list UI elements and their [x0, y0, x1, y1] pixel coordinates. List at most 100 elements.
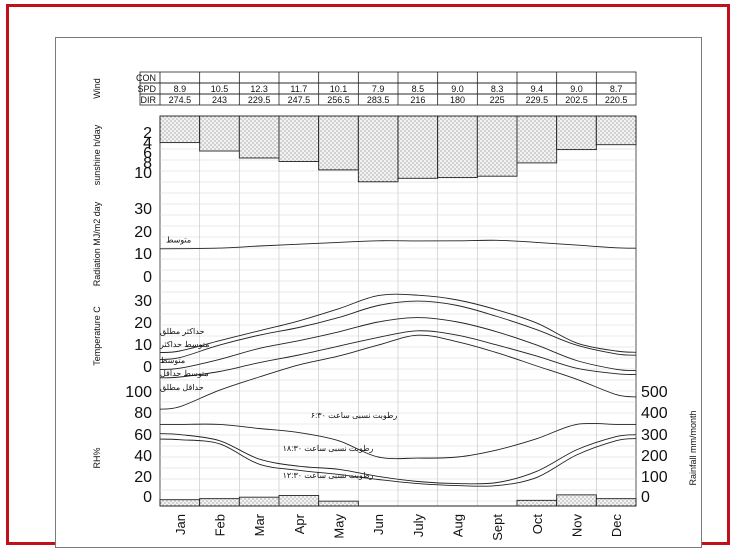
- sunshine-tick-label: 4: [143, 135, 152, 152]
- wind-cell-value: 8.3: [491, 84, 504, 94]
- month-tick-label: July: [411, 514, 426, 538]
- wind-row-label: DIR: [141, 95, 157, 105]
- wind-cell-value: 180: [450, 95, 465, 105]
- rh-axis-label: RH%: [92, 447, 102, 468]
- wind-cell-value: 12.3: [250, 84, 268, 94]
- wind-cell-value: 220.5: [605, 95, 628, 105]
- temperature-series-label: متوسط حداكثر: [159, 340, 209, 349]
- temperature-tick-label: 30: [134, 293, 152, 310]
- rainfall-tick-label: 500: [641, 384, 668, 401]
- sunshine-bar: [238, 115, 280, 159]
- rainfall-bar: [159, 499, 201, 507]
- month-tick-label: Dec: [609, 514, 624, 538]
- sunshine-tick-label: 8: [143, 155, 152, 172]
- rh-tick-label: 80: [134, 405, 152, 422]
- sunshine-bar: [476, 115, 518, 177]
- rh-tick-label: 20: [134, 469, 152, 486]
- wind-cell-value: 8.7: [610, 84, 623, 94]
- wind-cell-value: 8.5: [412, 84, 425, 94]
- temperature-series-line: [159, 330, 637, 379]
- temperature-axis-label: Temperature C: [92, 306, 102, 366]
- temperature-series-label: حداكثر مطلق: [160, 327, 204, 336]
- month-tick-label: Jun: [371, 514, 386, 535]
- rainfall-bar: [516, 499, 558, 507]
- temperature-series-line: [159, 293, 637, 354]
- sunshine-bar: [318, 115, 359, 171]
- temperature-series-line: [159, 334, 637, 410]
- month-tick-label: May: [332, 514, 347, 539]
- radiation-axis-label: Radiation MJ/m2 day: [92, 201, 102, 286]
- radiation-series-label: متوسط: [166, 236, 191, 245]
- rh-tick-label: 100: [125, 384, 152, 401]
- wind-cell-value: 243: [212, 95, 227, 105]
- rh-series-label: رطوبت نسبى ساعت ۶:۳۰: [311, 411, 398, 420]
- month-tick-label: Apr: [292, 513, 307, 534]
- rh-series-label: رطوبت نسبى ساعت ۱۸:۳۰: [283, 444, 374, 453]
- wind-cell-value: 8.9: [174, 84, 187, 94]
- rh-series-line: [159, 438, 637, 487]
- month-tick-label: Jan: [173, 514, 188, 535]
- radiation-tick-label: 30: [134, 201, 152, 218]
- wind-cell-value: 9.4: [531, 84, 544, 94]
- wind-cell-value: 9.0: [451, 84, 464, 94]
- wind-row-dir: [139, 93, 637, 106]
- sunshine-bar: [397, 115, 439, 179]
- sunshine-bar: [159, 115, 201, 144]
- rainfall-tick-label: 400: [641, 405, 668, 422]
- sunshine-tick-label: 2: [143, 125, 152, 142]
- sunshine-bar: [595, 115, 637, 146]
- wind-cell-value: 11.7: [290, 84, 307, 94]
- temperature-series-line: [159, 317, 637, 372]
- rainfall-bar: [278, 495, 320, 507]
- wind-cell-value: 229.5: [248, 95, 271, 105]
- rainfall-bar: [318, 500, 359, 507]
- wind-row-con: [139, 71, 637, 84]
- wind-panel-label: Wind: [92, 78, 102, 99]
- wind-cell-value: 256.5: [327, 95, 350, 105]
- wind-row-label: SPD: [137, 84, 156, 94]
- temperature-series-label: حداقل مطلق: [160, 383, 204, 392]
- outer-frame: CON SPD 8.9 10.5 12.3 11.7 10.1 7.9 8.5 9.0 8.3 9.4…: [6, 4, 730, 548]
- rainfall-bar: [238, 496, 280, 507]
- rainfall-tick-label: 100: [641, 469, 668, 486]
- rainfall-tick-label: 0: [641, 489, 650, 506]
- radiation-tick-label: 0: [143, 269, 152, 286]
- rh-tick-label: 60: [134, 427, 152, 444]
- temperature-tick-label: 20: [134, 315, 152, 332]
- radiation-tick-label: 20: [134, 224, 152, 241]
- wind-cell-value: 10.5: [211, 84, 229, 94]
- temperature-tick-label: 10: [134, 337, 152, 354]
- month-tick-label: Aug: [451, 514, 466, 537]
- radiation-tick-label: 10: [134, 246, 152, 263]
- temperature-series-label: متوسط حداقل: [160, 369, 209, 378]
- month-tick-label: Mar: [252, 513, 267, 536]
- month-tick-label: Nov: [570, 514, 585, 538]
- rainfall-bar: [595, 498, 637, 507]
- rh-series-line: [159, 433, 637, 485]
- sunshine-bar: [199, 115, 240, 152]
- wind-cell-value: 247.5: [288, 95, 311, 105]
- sunshine-bar: [516, 115, 558, 164]
- sunshine-bar: [437, 115, 478, 179]
- sunshine-bar: [278, 115, 320, 162]
- wind-cell-value: 202.5: [565, 95, 588, 105]
- rh-tick-label: 40: [134, 448, 152, 465]
- wind-cell-value: 283.5: [367, 95, 390, 105]
- rainfall-bar: [199, 498, 240, 507]
- month-tick-label: Feb: [213, 514, 228, 536]
- rainfall-tick-label: 200: [641, 448, 668, 465]
- rh-series-label: رطوبت نسبى ساعت ۱۲:۳۰: [283, 471, 374, 480]
- sunshine-tick-label: 6: [143, 145, 152, 162]
- sunshine-bar: [556, 115, 597, 151]
- wind-cell-value: 9.0: [570, 84, 583, 94]
- wind-cell-value: 274.5: [169, 95, 192, 105]
- rainfall-tick-label: 300: [641, 427, 668, 444]
- rainfall-axis-label: Rainfall mm/month: [688, 410, 698, 485]
- temperature-series-label: متوسط: [160, 356, 185, 365]
- sunshine-axis-label: sunshine h/day: [92, 124, 102, 185]
- month-tick-label: Sept: [490, 514, 505, 541]
- wind-cell-value: 216: [410, 95, 425, 105]
- month-tick-label: Oct: [530, 514, 545, 535]
- wind-row-label: CON: [136, 73, 156, 83]
